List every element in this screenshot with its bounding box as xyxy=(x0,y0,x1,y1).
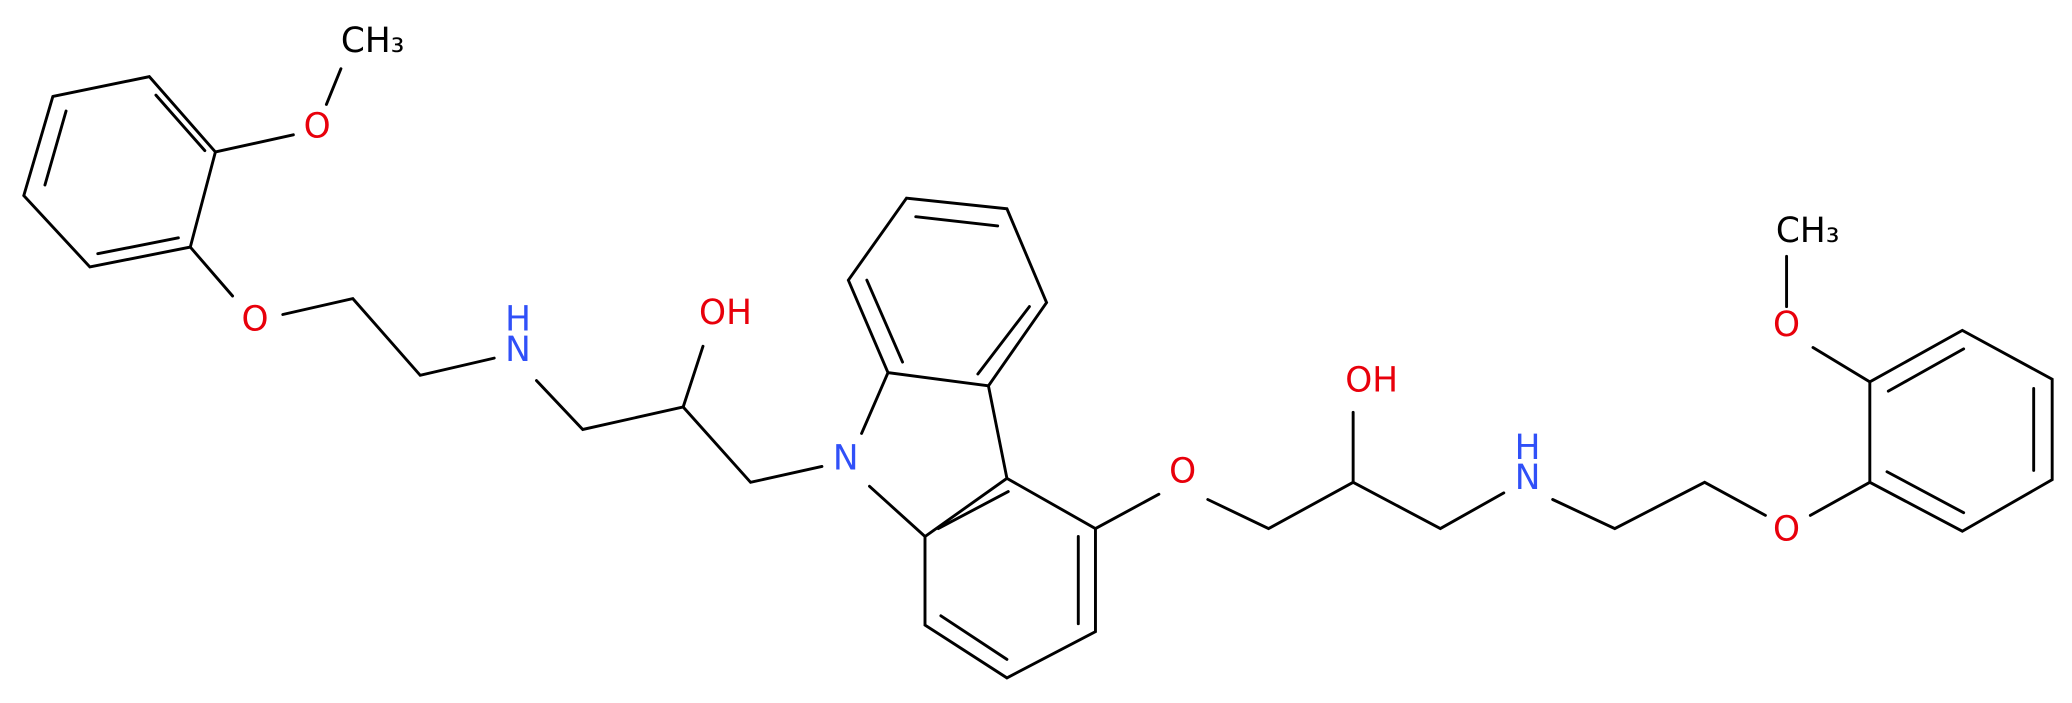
bond xyxy=(188,245,235,298)
chain xyxy=(1551,480,1767,531)
ring xyxy=(846,196,1049,388)
bond xyxy=(1808,480,1872,517)
atom-label: O xyxy=(1773,305,1800,345)
double-bond xyxy=(865,278,904,364)
atom-label: O xyxy=(304,107,331,147)
atom-label: O xyxy=(1773,510,1800,550)
double-bond xyxy=(914,215,1000,228)
chain xyxy=(1206,480,1506,531)
double-bond xyxy=(939,614,1009,661)
atom-labels: CH₃ O O N H OH N O OH N H O O CH₃ xyxy=(242,21,1840,550)
chain xyxy=(281,297,496,377)
ring xyxy=(22,75,217,269)
atom-label: N xyxy=(505,330,531,370)
atom-label: CH₃ xyxy=(341,21,405,61)
double-bond xyxy=(1886,347,1966,393)
double-bond xyxy=(1885,470,1966,515)
atom-label: N xyxy=(833,438,859,478)
atom-label: O xyxy=(1169,452,1196,492)
bond xyxy=(1094,492,1161,531)
atom-label: CH₃ xyxy=(1776,211,1840,251)
bonds xyxy=(22,67,2054,680)
double-bond xyxy=(43,109,68,187)
double-bond xyxy=(976,305,1031,376)
ring xyxy=(923,476,1097,680)
ring xyxy=(1868,328,2054,533)
bond xyxy=(1811,346,1872,384)
double-bond xyxy=(96,236,180,256)
atom-label: H xyxy=(505,300,531,340)
ring xyxy=(860,371,1009,539)
chain xyxy=(535,379,824,484)
double-bond xyxy=(154,93,207,153)
bond xyxy=(324,67,343,106)
double-bond xyxy=(936,490,1010,531)
atom-label: OH xyxy=(699,293,752,333)
atom-label: N xyxy=(1515,458,1541,498)
bond xyxy=(213,133,295,154)
atom-label: H xyxy=(1515,428,1541,468)
bond xyxy=(681,344,705,409)
atom-label: OH xyxy=(1345,360,1398,400)
atom-label: O xyxy=(242,300,269,340)
